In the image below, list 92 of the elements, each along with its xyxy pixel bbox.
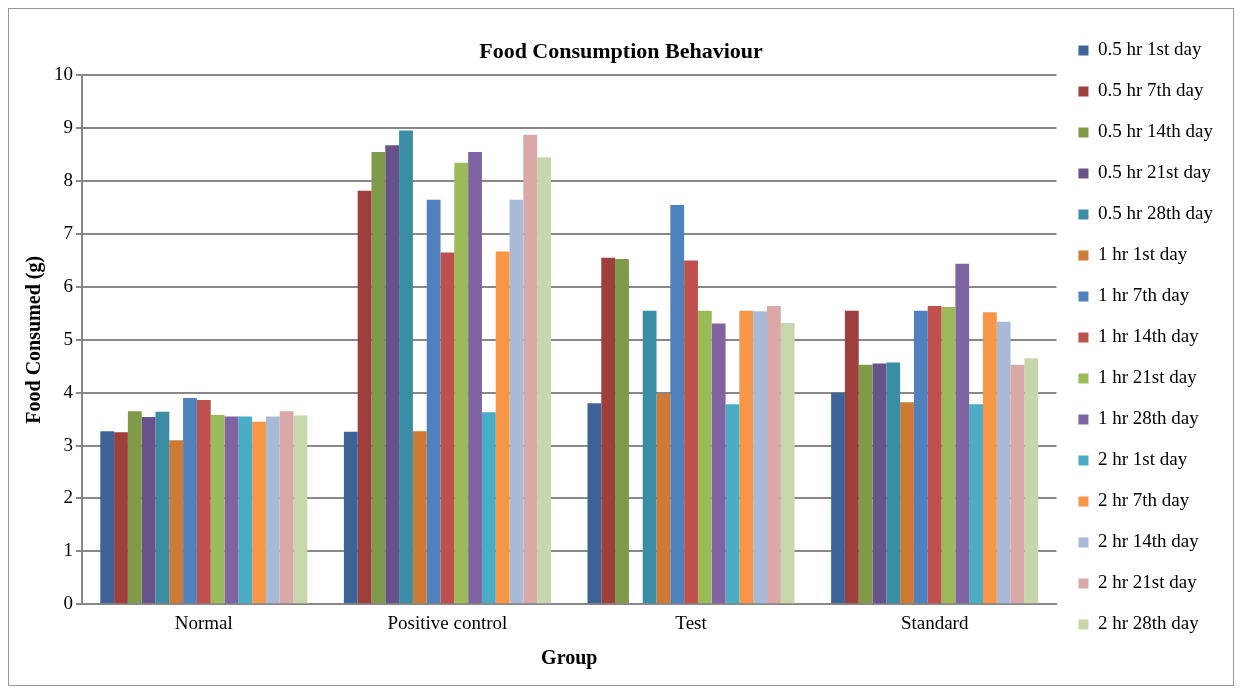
legend-label: 0.5 hr 14th day — [1097, 120, 1214, 142]
bar — [753, 311, 767, 604]
legend-label: 2 hr 21st day — [1097, 571, 1198, 593]
bar — [844, 310, 859, 604]
bar — [196, 400, 211, 604]
bar — [656, 393, 671, 604]
chart-title: Food Consumption Behaviour — [479, 37, 764, 63]
bar — [615, 258, 629, 604]
x-tick-label: Positive control — [387, 611, 508, 633]
legend-label: 1 hr 21st day — [1097, 366, 1198, 388]
bar — [969, 404, 983, 604]
x-tick-label: Standard — [900, 611, 969, 633]
bar — [780, 322, 795, 604]
bar — [343, 431, 358, 604]
bar — [1024, 358, 1039, 604]
bar — [711, 323, 726, 604]
legend-label: 0.5 hr 28th day — [1097, 202, 1214, 224]
bar — [831, 392, 845, 604]
bar — [900, 402, 914, 604]
bar — [509, 199, 524, 604]
bar — [114, 432, 128, 604]
legend-label: 2 hr 28th day — [1097, 612, 1200, 634]
bar — [642, 310, 657, 604]
y-tick-label: 9 — [63, 116, 73, 138]
bar — [523, 134, 538, 604]
bar — [412, 431, 427, 604]
bar — [996, 321, 1011, 604]
bar — [697, 310, 712, 604]
bar — [454, 162, 469, 604]
bar — [495, 251, 510, 604]
bar — [858, 364, 873, 604]
bar — [1010, 364, 1025, 604]
bar — [155, 411, 170, 604]
y-tick-label: 1 — [63, 539, 73, 561]
legend-label: 0.5 hr 1st day — [1097, 38, 1202, 60]
bar — [481, 412, 496, 604]
legend-label: 2 hr 14th day — [1097, 530, 1200, 552]
bar — [399, 130, 413, 604]
bar — [100, 431, 115, 604]
bar — [587, 403, 602, 604]
bar — [127, 411, 142, 604]
bar — [468, 152, 482, 604]
bar — [766, 305, 781, 604]
y-tick-label: 5 — [63, 327, 73, 349]
y-tick-label: 3 — [63, 433, 73, 455]
bar — [169, 440, 184, 604]
x-tick-label: Normal — [174, 611, 233, 633]
y-tick-label: 6 — [63, 274, 73, 296]
bar — [982, 312, 997, 604]
bar — [371, 152, 386, 604]
bar — [684, 260, 698, 604]
y-tick-label: 10 — [54, 63, 73, 85]
bar — [385, 145, 400, 604]
legend-label: 1 hr 7th day — [1097, 284, 1190, 306]
y-axis-title: Food Consumed (g) — [22, 255, 46, 424]
bar — [886, 362, 901, 604]
y-tick-label: 8 — [63, 169, 73, 191]
bar — [725, 404, 740, 604]
legend-label: 1 hr 1st day — [1097, 243, 1188, 265]
bar — [426, 199, 441, 604]
bar — [670, 204, 685, 604]
bar — [141, 417, 156, 604]
legend-label: 0.5 hr 7th day — [1097, 79, 1204, 101]
legend-label: 2 hr 7th day — [1097, 489, 1190, 511]
legend-label: 1 hr 28th day — [1097, 407, 1200, 429]
y-tick-label: 7 — [63, 222, 73, 244]
bar — [872, 363, 887, 604]
bar — [265, 416, 280, 604]
bar — [941, 307, 956, 604]
bar — [601, 257, 616, 604]
y-tick-label: 4 — [63, 380, 74, 402]
x-axis-title: Group — [541, 646, 598, 670]
bar — [913, 310, 928, 604]
bar — [252, 421, 266, 604]
x-tick-label: Test — [675, 611, 708, 633]
bar — [537, 157, 551, 604]
bar — [927, 305, 942, 604]
bar — [279, 411, 294, 604]
y-tick-label: 2 — [63, 486, 73, 508]
legend-label: 2 hr 1st day — [1097, 448, 1188, 470]
bar — [224, 416, 239, 604]
bar — [238, 416, 253, 604]
bar — [183, 397, 197, 604]
bar — [955, 263, 970, 604]
bar — [440, 252, 455, 604]
bar — [210, 414, 225, 604]
bar — [357, 190, 372, 604]
legend-label: 1 hr 14th day — [1097, 325, 1200, 347]
bar — [293, 415, 308, 604]
legend-label: 0.5 hr 21st day — [1097, 161, 1212, 183]
bar — [739, 310, 754, 604]
y-tick-label: 0 — [63, 592, 73, 614]
